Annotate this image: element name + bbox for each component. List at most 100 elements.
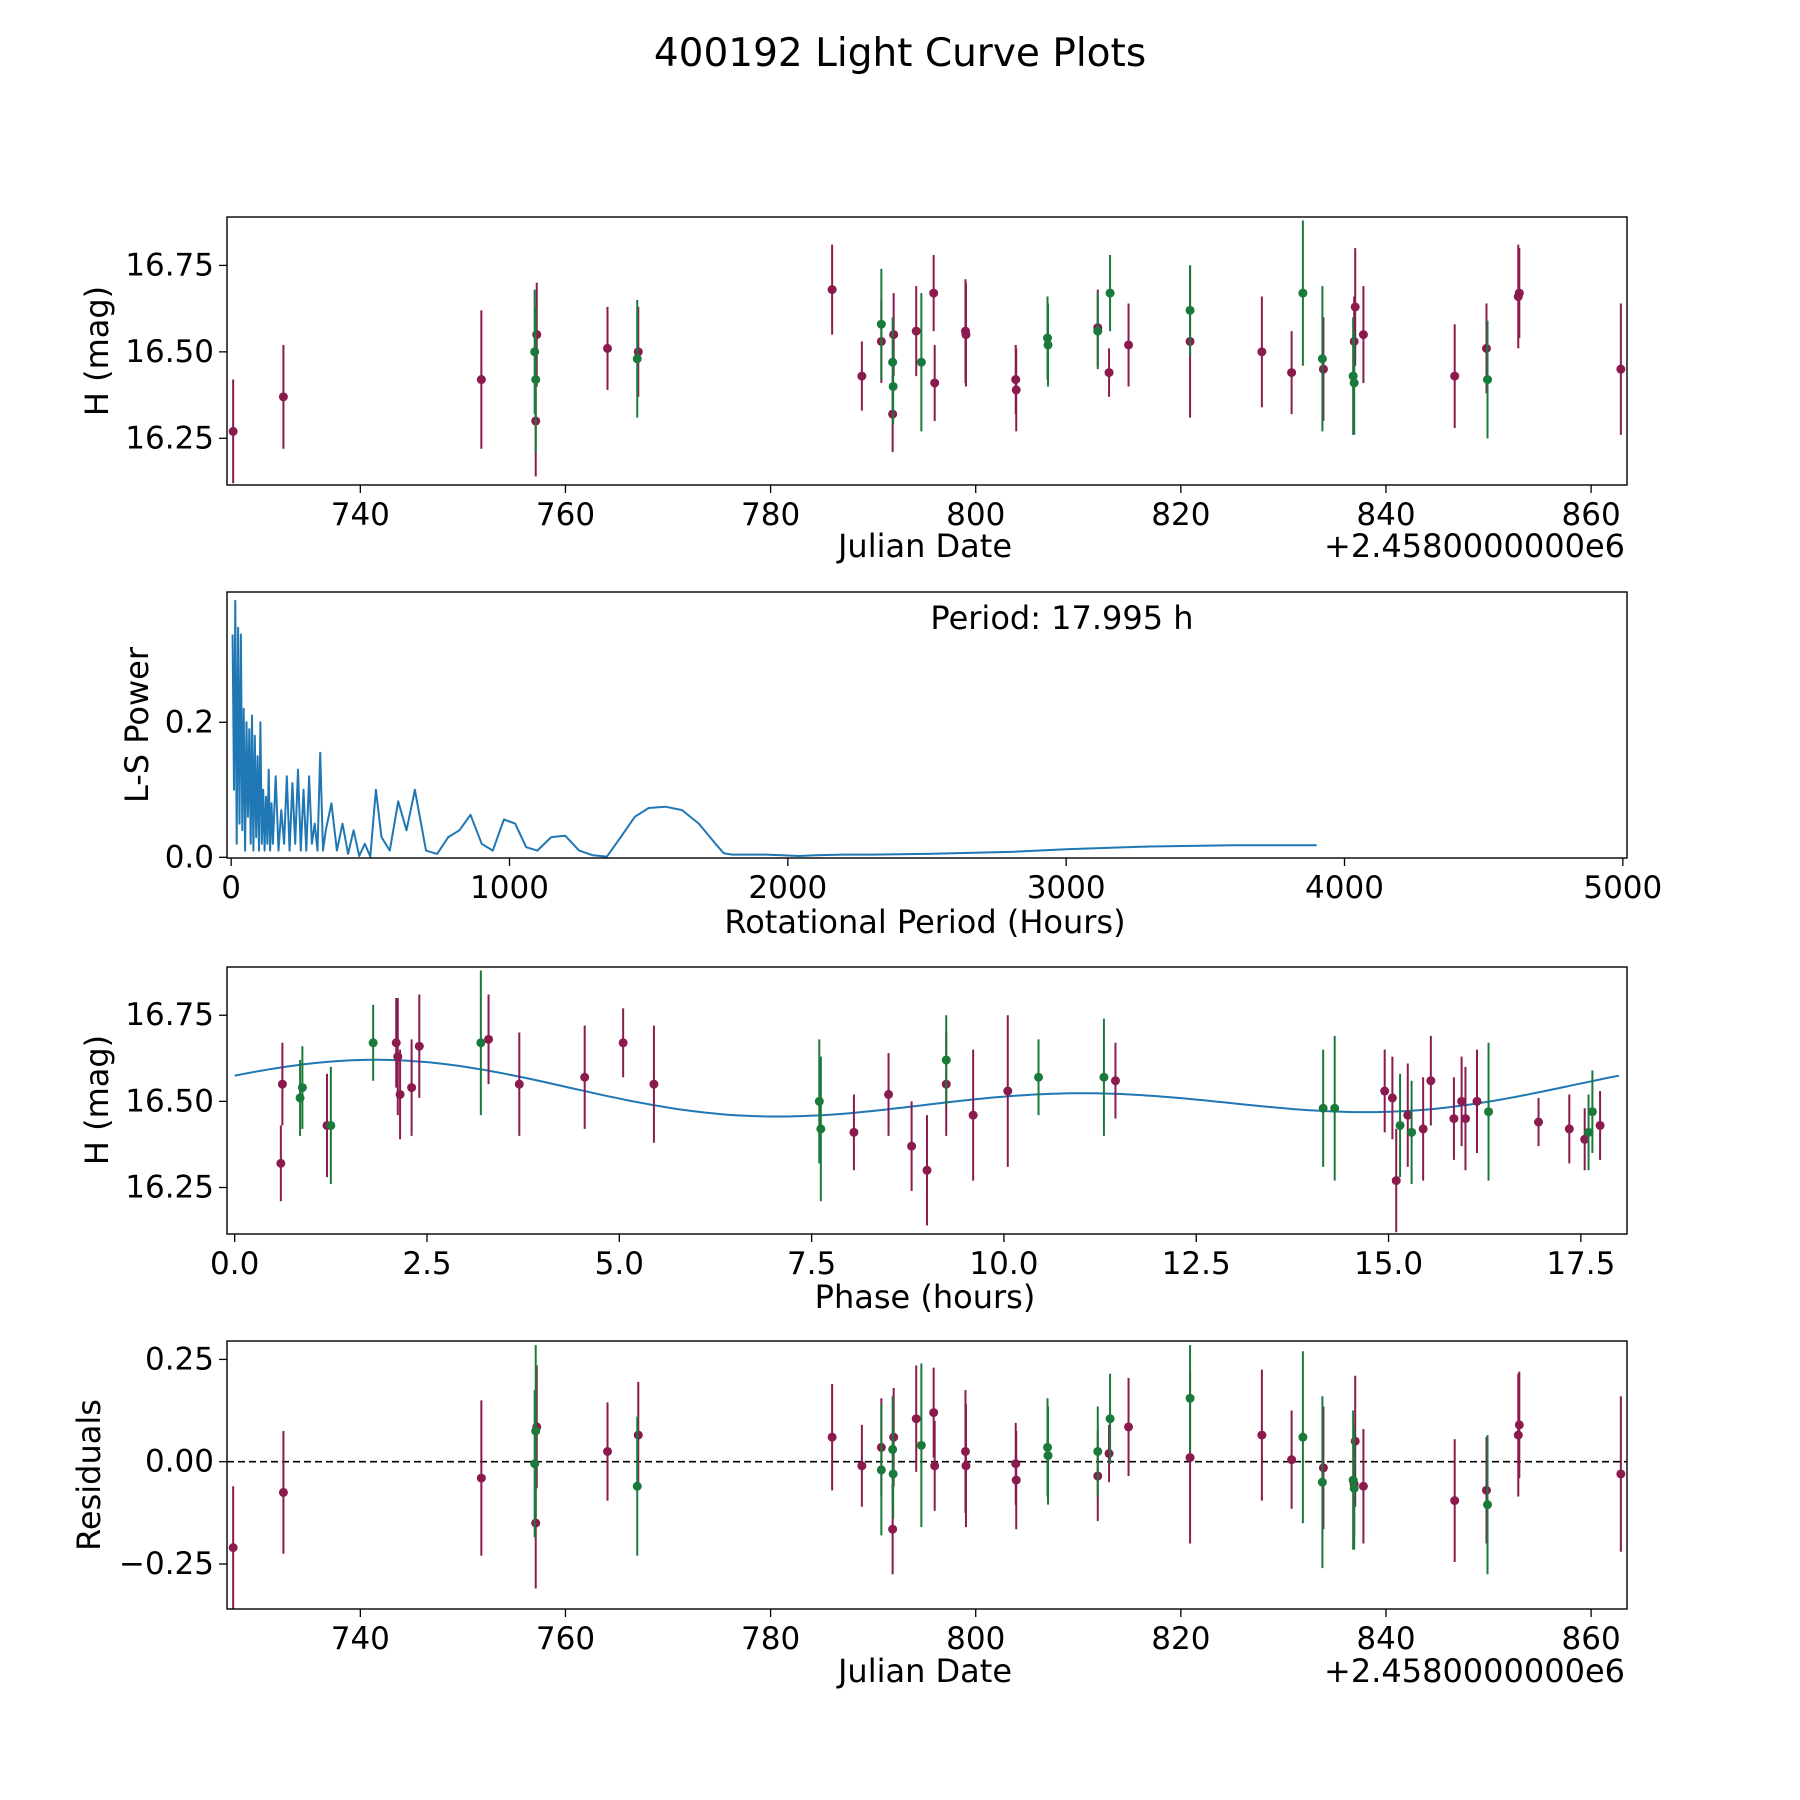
residuals-ytick-label: 0.25 [145,1341,214,1377]
phased-point [1407,1127,1417,1137]
phased-point [849,1127,859,1137]
lightcurve-ticks: 740 760 780 800 820 840 860 16.25 16.50 16.75 [125,247,1620,533]
residuals-ytick-label: 0.00 [145,1444,214,1480]
phased-point [1449,1114,1459,1124]
lightcurve-xtick-label: 740 [331,497,390,533]
lightcurve-point [827,285,837,295]
residuals-point [1350,1436,1360,1446]
phased-point [968,1110,978,1120]
lightcurve-point [228,426,238,436]
phased-point [407,1083,417,1093]
lightcurve-point [930,378,940,388]
phased-point [368,1038,378,1048]
residuals-xtick-label: 860 [1562,1621,1621,1657]
periodogram-ytick-label: 0.2 [165,704,214,740]
residuals-point [476,1473,486,1483]
phased-point [1426,1076,1436,1086]
phased-point [580,1072,590,1082]
phased-xtick-label: 12.5 [1162,1246,1231,1282]
residuals-point [1616,1469,1626,1479]
lightcurve-point [1350,302,1360,312]
phased-xtick-label: 17.5 [1546,1246,1615,1282]
lightcurve-point [530,347,540,357]
lightcurve-point [1348,371,1358,381]
phased-point [1457,1096,1467,1106]
residuals-point [1105,1414,1115,1424]
lightcurve-xtick-label: 840 [1356,497,1415,533]
lightcurve-point [916,357,926,367]
phased-ticks: 0.0 2.5 5.0 7.5 10.0 12.5 15.0 17.5 16.25 16.50 16… [125,997,1615,1282]
phased-point [922,1165,932,1175]
residuals-point [857,1461,867,1471]
lightcurve-point [1349,378,1359,388]
lightcurve-point [1105,288,1115,298]
residuals-point [930,1461,940,1471]
periodogram-line [231,599,1317,858]
phased-point [649,1079,659,1089]
periodogram-xtick-label: 1000 [470,870,549,906]
residuals-plot-area [227,1345,1627,1609]
lightcurve-plot-area [228,220,1626,484]
phased-point [1391,1176,1401,1186]
residuals-xlabel: Julian Date [836,1652,1012,1690]
phased-point [1484,1107,1494,1117]
phased-point [1034,1072,1044,1082]
lightcurve-point [1124,340,1134,350]
lightcurve-points [228,220,1626,484]
periodogram-curve [231,599,1317,858]
phased-point [276,1158,286,1168]
phased-point [391,1038,401,1048]
lightcurve-point [632,354,642,364]
lightcurve-xtick-label: 760 [536,497,595,533]
phased-point [414,1041,424,1051]
phased-point [1099,1072,1109,1082]
lightcurve-point [857,371,867,381]
residuals-point [1257,1430,1267,1440]
lightcurve-point [532,330,542,340]
lightcurve-point [1287,368,1297,378]
periodogram-xlabel: Rotational Period (Hours) [724,903,1125,941]
phased-point [1595,1120,1605,1130]
lightcurve-point [1481,343,1491,353]
residuals-point [911,1414,921,1424]
residuals-frame [226,1340,1628,1610]
phased-point [814,1096,824,1106]
residuals-point [633,1430,643,1440]
phased-point [1110,1076,1120,1086]
phased-ytick-label: 16.50 [125,1083,214,1119]
phased-point [1380,1086,1390,1096]
lightcurve-point [476,375,486,385]
phased-point [816,1124,826,1134]
phased-xlabel: Phase (hours) [815,1278,1036,1316]
lightcurve-point [1257,347,1267,357]
phased-point [1587,1107,1597,1117]
residuals-point [1287,1455,1297,1465]
phased-point [884,1089,894,1099]
phased-point [1534,1117,1544,1127]
residuals-point [1185,1453,1195,1463]
lightcurve-point [1104,368,1114,378]
residuals-ytick-label: −0.25 [119,1546,214,1582]
residuals-point [228,1543,238,1553]
phased-xtick-label: 15.0 [1354,1246,1423,1282]
residuals-point [1450,1496,1460,1506]
residuals-point [531,1426,541,1436]
phased-ylabel: H (mag) [78,1035,116,1165]
lightcurve-point [1318,364,1328,374]
periodogram-ylabel: L-S Power [118,646,156,803]
periodogram-frame [226,591,1628,859]
lightcurve-point [1185,305,1195,315]
lightcurve-point [961,330,971,340]
lightcurve-xtick-label: 820 [1151,497,1210,533]
phased-point [277,1079,287,1089]
lightcurve-offset-label: +2.4580000000e6 [1324,527,1625,565]
lightcurve-point [1043,340,1053,350]
residuals-point [1317,1477,1327,1487]
lightcurve-point [1358,330,1368,340]
phased-point [1580,1134,1590,1144]
phased-xtick-label: 10.0 [969,1246,1038,1282]
residuals-point [632,1481,642,1491]
residuals-xtick-label: 740 [331,1621,390,1657]
lightcurve-panel: 740 760 780 800 820 840 860 16.25 16.50 16.75 Jul… [78,216,1628,565]
